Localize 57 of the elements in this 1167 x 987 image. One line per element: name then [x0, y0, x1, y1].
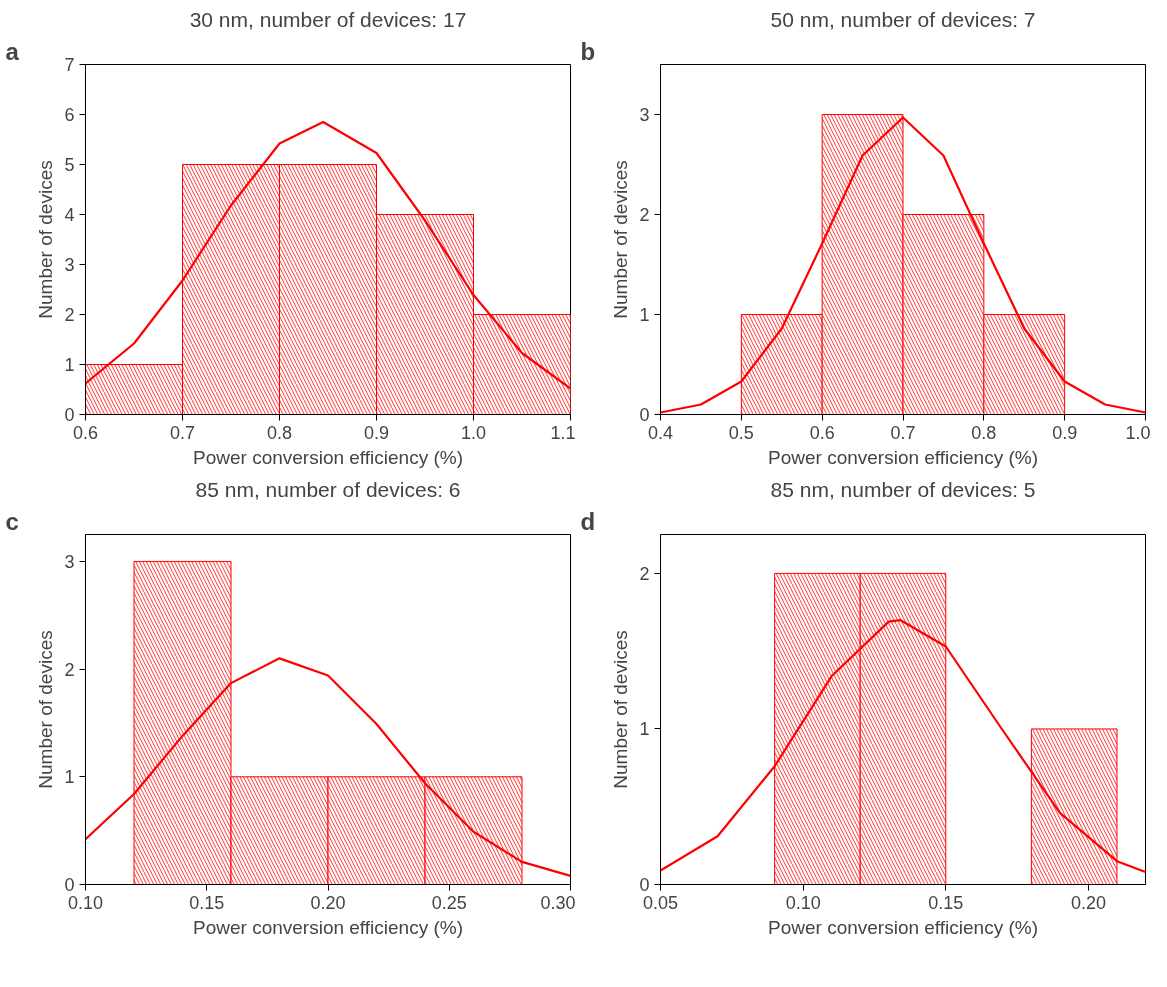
x-tick-label: 0.20	[310, 892, 346, 913]
y-tick-label: 0	[639, 875, 650, 895]
chart-title: 85 nm, number of devices: 6	[195, 477, 461, 501]
x-tick-label: 0.05	[642, 892, 679, 913]
text: c	[5, 507, 19, 535]
x-tick-label: 0.9	[363, 422, 390, 443]
x-tick-label: 1.0	[1125, 422, 1151, 443]
x-tick-label: 0.4	[647, 422, 674, 443]
text: d	[580, 507, 596, 535]
y-tick-label: 0	[639, 405, 650, 425]
x-tick-label: 0.5	[728, 422, 754, 443]
chart-title: 50 nm, number of devices: 7	[770, 7, 1036, 31]
x-axis-title: Power conversion efficiency (%)	[193, 916, 463, 938]
text: a	[5, 37, 20, 65]
x-tick-label: 0.8	[971, 422, 997, 443]
x-tick-label: 1.1	[550, 422, 576, 443]
y-tick-label: 6	[64, 105, 75, 125]
y-tick-label: 0	[64, 875, 75, 895]
y-tick-label: 0	[64, 405, 75, 425]
y-tick-label: 4	[64, 205, 75, 225]
x-axis-title: Power conversion efficiency (%)	[193, 446, 463, 468]
y-tick-label: 7	[64, 55, 75, 75]
x-tick-label: 0.9	[1052, 422, 1078, 443]
x-tick-label: 0.30	[540, 892, 576, 913]
y-axis-title: Number of devices	[610, 160, 632, 319]
x-tick-label: 0.6	[72, 422, 99, 443]
y-tick-label: 3	[64, 255, 75, 275]
y-tick-label: 2	[64, 305, 75, 325]
y-tick-label: 2	[639, 563, 650, 584]
x-axis-title: Power conversion efficiency (%)	[768, 446, 1038, 468]
y-tick-label: 3	[639, 105, 650, 125]
y-tick-label: 5	[64, 155, 75, 175]
y-tick-label: 2	[639, 205, 650, 225]
y-tick-label: 1	[639, 719, 650, 740]
text: b	[580, 37, 596, 65]
y-tick-label: 2	[64, 659, 75, 680]
y-tick-label: 3	[64, 551, 75, 572]
x-tick-label: 0.7	[169, 422, 196, 443]
y-axis-title: Number of devices	[35, 630, 57, 789]
x-tick-label: 0.10	[785, 892, 821, 913]
y-axis-title: Number of devices	[35, 160, 57, 319]
chart-title: 85 nm, number of devices: 5	[770, 477, 1036, 501]
x-axis-title: Power conversion efficiency (%)	[768, 916, 1038, 938]
x-tick-label: 0.7	[890, 422, 916, 443]
y-tick-label: 1	[639, 305, 650, 325]
x-tick-label: 0.20	[1070, 892, 1106, 913]
x-tick-label: 1.0	[460, 422, 487, 443]
y-tick-label: 1	[64, 355, 75, 375]
x-tick-label: 0.15	[928, 892, 964, 913]
x-tick-label: 0.6	[809, 422, 835, 443]
x-tick-label: 0.25	[431, 892, 467, 913]
x-tick-label: 0.8	[266, 422, 293, 443]
x-tick-label: 0.15	[189, 892, 225, 913]
x-tick-label: 0.10	[67, 892, 104, 913]
chart-title: 30 nm, number of devices: 17	[189, 7, 467, 31]
y-axis-title: Number of devices	[610, 630, 632, 789]
y-tick-label: 1	[64, 767, 75, 788]
